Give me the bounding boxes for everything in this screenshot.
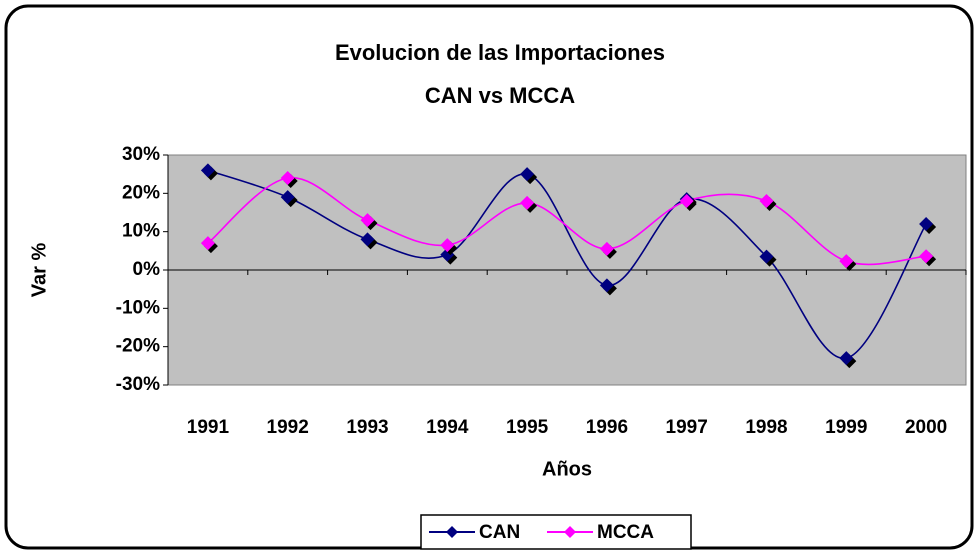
- y-tick-label: 20%: [122, 182, 160, 203]
- marker: [599, 241, 614, 256]
- x-tick-label: 1994: [426, 417, 469, 438]
- x-tick-label: 1999: [825, 417, 867, 438]
- x-tick-label: 1993: [346, 417, 388, 438]
- series-line: [207, 169, 927, 359]
- marker: [360, 213, 375, 228]
- y-tick-label: 10%: [122, 221, 160, 242]
- y-tick-label: 30%: [122, 144, 160, 165]
- legend-label: CAN: [479, 522, 520, 543]
- y-tick-label: 0%: [133, 259, 161, 280]
- marker: [599, 278, 614, 293]
- marker: [200, 163, 215, 178]
- chart-title: Evolucion de las Importaciones: [335, 40, 665, 65]
- x-tick-label: 2000: [905, 417, 947, 438]
- y-axis-label: Var %: [28, 243, 50, 298]
- x-tick-label: 1996: [586, 417, 628, 438]
- marker: [520, 167, 535, 182]
- x-tick-label: 1997: [666, 417, 708, 438]
- series-line: [207, 177, 927, 266]
- y-tick-label: -20%: [116, 336, 160, 357]
- marker: [839, 254, 854, 269]
- marker: [520, 195, 535, 210]
- marker: [919, 217, 934, 231]
- marker: [759, 249, 774, 264]
- x-tick-label: 1991: [187, 417, 230, 438]
- chart-subtitle: CAN vs MCCA: [425, 83, 575, 108]
- marker: [759, 194, 774, 208]
- x-axis-label: Años: [542, 458, 592, 480]
- marker: [200, 236, 215, 251]
- marker: [280, 171, 295, 185]
- legend-marker: [446, 526, 458, 538]
- y-tick-label: -30%: [116, 374, 160, 395]
- legend-label: MCCA: [597, 522, 654, 543]
- marker: [360, 232, 375, 247]
- marker: [919, 249, 934, 264]
- marker: [280, 190, 295, 205]
- x-tick-label: 1995: [506, 417, 549, 438]
- legend-marker: [564, 526, 576, 538]
- x-tick-label: 1992: [267, 417, 309, 438]
- marker: [440, 238, 455, 253]
- y-tick-label: -10%: [116, 297, 160, 318]
- marker: [839, 351, 854, 366]
- x-tick-label: 1998: [745, 417, 787, 438]
- marker: [679, 194, 694, 208]
